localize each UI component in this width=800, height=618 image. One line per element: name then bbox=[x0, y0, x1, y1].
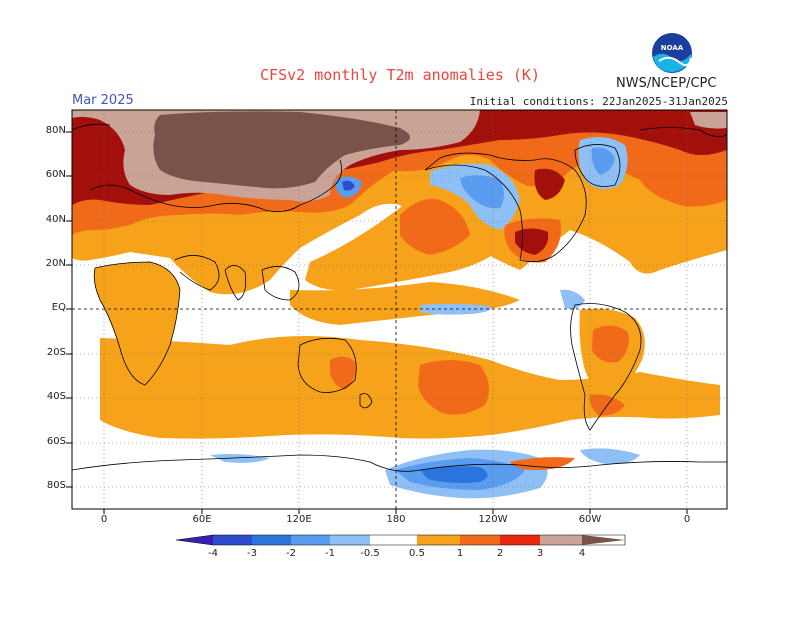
anomaly-blue-greenland bbox=[591, 147, 615, 175]
colorbar-swatch bbox=[330, 535, 370, 545]
colorbar-swatch bbox=[252, 535, 291, 545]
anomaly-red-samerica bbox=[592, 325, 629, 363]
initial-conditions: Initial conditions: 22Jan2025-31Jan2025 bbox=[469, 95, 728, 108]
forecast-month: Mar 2025 bbox=[72, 93, 134, 108]
anomaly-darkbrown bbox=[153, 111, 411, 189]
anomaly-lightblue-tpac bbox=[420, 303, 491, 315]
colorbar-swatch bbox=[213, 535, 252, 545]
colorbar-label: -1 bbox=[325, 548, 335, 559]
ticks bbox=[66, 131, 688, 514]
lat-label: 20S bbox=[46, 347, 66, 358]
colorbar-swatch bbox=[540, 535, 582, 545]
anomaly-orange-sh bbox=[100, 336, 720, 439]
anomaly-red-antarcticpen bbox=[510, 457, 575, 470]
anomaly-darkblue-antarctic bbox=[420, 466, 488, 483]
anomaly-lightblue-indiansouth bbox=[210, 454, 270, 463]
lat-label: 80S bbox=[46, 480, 66, 491]
lat-label: 60S bbox=[46, 436, 66, 447]
colorbar-label: 2 bbox=[496, 548, 504, 559]
colorbar-label: -4 bbox=[208, 548, 218, 559]
anomaly-red-npac bbox=[400, 199, 470, 255]
svg-text:NOAA: NOAA bbox=[661, 44, 684, 52]
anomaly-darkblue-kamchatka bbox=[342, 180, 355, 191]
colorbar-label: -2 bbox=[286, 548, 296, 559]
graticule bbox=[72, 110, 727, 509]
lat-label: 80N bbox=[45, 125, 66, 136]
colorbar-swatch bbox=[291, 535, 330, 545]
colorbar-swatch bbox=[417, 535, 460, 545]
colorbar-label: -0.5 bbox=[360, 548, 380, 559]
lon-label: 120E bbox=[286, 514, 312, 525]
colorbar-swatch bbox=[500, 535, 540, 545]
chart-title: CFSv2 monthly T2m anomalies (K) bbox=[260, 66, 540, 84]
organization-label: NWS/NCEP/CPC bbox=[616, 76, 717, 91]
anomaly-blue-npac bbox=[460, 175, 504, 209]
colorbar-swatch bbox=[370, 535, 417, 545]
colorbar-swatch bbox=[582, 535, 625, 545]
noaa-logo: NOAA bbox=[652, 33, 692, 73]
colorbar-label: 3 bbox=[536, 548, 544, 559]
anomaly-darkred-namerica bbox=[515, 228, 549, 255]
anomaly-lightblue-weddell bbox=[580, 448, 640, 465]
lat-label: 60N bbox=[45, 169, 66, 180]
anomaly-lightbrown-east bbox=[690, 112, 727, 129]
anomaly-red-australia bbox=[330, 356, 356, 390]
anomaly-darkred-easterncanada bbox=[534, 168, 565, 200]
anomaly-orange-tpac bbox=[290, 282, 520, 325]
colorbar-label: 0.5 bbox=[409, 548, 425, 559]
lon-label: 120W bbox=[478, 514, 508, 525]
lat-label: 20N bbox=[45, 258, 66, 269]
lat-label: EQ bbox=[51, 302, 66, 313]
colorbar-label: 4 bbox=[578, 548, 586, 559]
colorbar bbox=[175, 534, 626, 546]
lat-label: 40S bbox=[46, 391, 66, 402]
lon-label: 0 bbox=[100, 514, 108, 525]
lon-label: 60E bbox=[192, 514, 212, 525]
reference-lines bbox=[72, 110, 727, 509]
lon-label: 0 bbox=[683, 514, 691, 525]
colorbar-label: -3 bbox=[247, 548, 257, 559]
lon-label: 60W bbox=[578, 514, 602, 525]
colorbar-label: 1 bbox=[456, 548, 464, 559]
lat-label: 40N bbox=[45, 214, 66, 225]
colorbar-swatch bbox=[176, 535, 213, 545]
coastlines bbox=[72, 123, 727, 472]
lon-label: 180 bbox=[386, 514, 406, 525]
anomaly-red-spac bbox=[418, 360, 489, 415]
colorbar-swatch bbox=[460, 535, 500, 545]
anomaly-orange-so bbox=[150, 395, 220, 427]
